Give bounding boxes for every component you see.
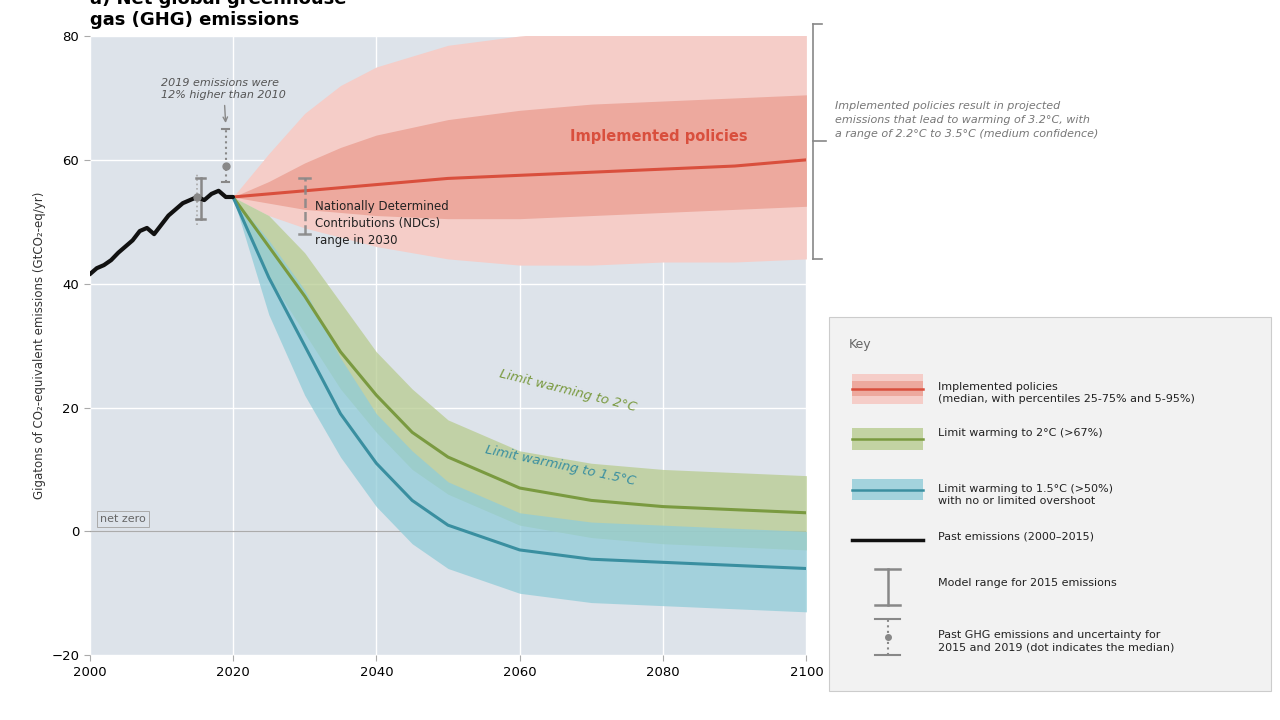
Text: Implemented policies result in projected
emissions that lead to warming of 3.2°C: Implemented policies result in projected… [835, 101, 1098, 139]
Text: Key: Key [849, 338, 872, 351]
Y-axis label: Gigatons of CO₂-equivalent emissions (GtCO₂-eq/yr): Gigatons of CO₂-equivalent emissions (Gt… [32, 192, 46, 499]
Text: a) Net global greenhouse
gas (GHG) emissions: a) Net global greenhouse gas (GHG) emiss… [90, 0, 346, 29]
Text: Limit warming to 1.5°C: Limit warming to 1.5°C [484, 444, 636, 488]
Text: Past GHG emissions and uncertainty for
2015 and 2019 (dot indicates the median): Past GHG emissions and uncertainty for 2… [938, 630, 1175, 652]
Text: 2019 emissions were
12% higher than 2010: 2019 emissions were 12% higher than 2010 [161, 78, 287, 122]
Text: Limit warming to 2°C: Limit warming to 2°C [498, 367, 637, 413]
Text: Implemented policies
(median, with percentiles 25-75% and 5-95%): Implemented policies (median, with perce… [938, 382, 1196, 404]
Text: net zero: net zero [100, 514, 146, 524]
Text: Limit warming to 1.5°C (>50%)
with no or limited overshoot: Limit warming to 1.5°C (>50%) with no or… [938, 484, 1114, 506]
Text: Nationally Determined
Contributions (NDCs)
range in 2030: Nationally Determined Contributions (NDC… [315, 200, 449, 247]
Text: Model range for 2015 emissions: Model range for 2015 emissions [938, 578, 1117, 588]
Text: Limit warming to 2°C (>67%): Limit warming to 2°C (>67%) [938, 428, 1103, 438]
Text: Implemented policies: Implemented policies [570, 130, 748, 144]
Text: Past emissions (2000–2015): Past emissions (2000–2015) [938, 531, 1094, 541]
